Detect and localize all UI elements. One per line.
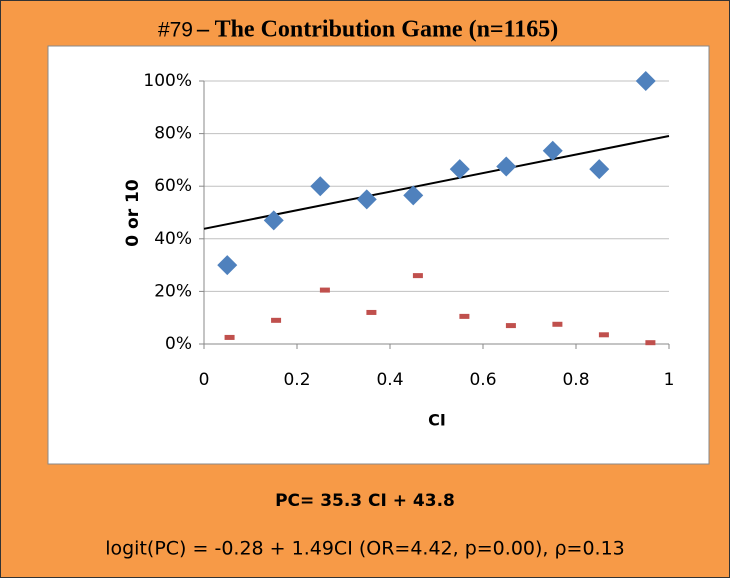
diamond-point bbox=[263, 210, 284, 231]
plot-box bbox=[47, 45, 710, 465]
equation: PC= 35.3 CI + 43.8 bbox=[275, 491, 455, 511]
diamond-point bbox=[496, 156, 517, 177]
diamond-point bbox=[403, 185, 424, 206]
dash-point bbox=[645, 340, 656, 346]
x-tick-label: 1 bbox=[664, 370, 675, 390]
diamond-point bbox=[356, 189, 377, 210]
dash-point bbox=[412, 273, 423, 279]
diamond-point bbox=[635, 71, 656, 91]
title-prefix: #79 bbox=[158, 19, 193, 42]
diamond-point bbox=[589, 159, 610, 180]
dash-point bbox=[598, 332, 609, 338]
x-tick-label: 0.6 bbox=[469, 370, 496, 390]
y-tick-label: 80% bbox=[154, 124, 192, 144]
logit-note: logit(PC) = -0.28 + 1.49CI (OR=4.42, p=0… bbox=[105, 538, 625, 560]
x-tick-label: 0.2 bbox=[283, 370, 310, 390]
diamond-point bbox=[542, 140, 563, 161]
dash-point bbox=[366, 309, 377, 315]
x-tick-label: 0.4 bbox=[376, 370, 403, 390]
y-tick-label: 100% bbox=[143, 71, 192, 91]
dash-point bbox=[505, 323, 516, 329]
y-tick-label: 40% bbox=[154, 229, 192, 249]
y-axis-label: 0 or 10 bbox=[123, 179, 143, 247]
diamond-point bbox=[310, 176, 331, 197]
dash-point bbox=[224, 334, 235, 340]
trend-line bbox=[203, 134, 670, 230]
dash-point bbox=[552, 321, 563, 327]
diamond-point bbox=[217, 255, 238, 276]
x-tick-label: 0.8 bbox=[562, 370, 589, 390]
y-tick-label: 0% bbox=[165, 334, 192, 354]
x-axis-label: CI bbox=[428, 411, 446, 430]
dash-point bbox=[459, 313, 470, 319]
chart-title: – The Contribution Game (n=1165) bbox=[196, 17, 558, 43]
diamond-point bbox=[449, 159, 470, 180]
x-tick-label: 0 bbox=[199, 370, 210, 390]
dash-point bbox=[271, 317, 282, 323]
y-tick-label: 20% bbox=[154, 281, 192, 301]
y-tick-label: 60% bbox=[154, 176, 192, 196]
dash-point bbox=[319, 287, 330, 293]
